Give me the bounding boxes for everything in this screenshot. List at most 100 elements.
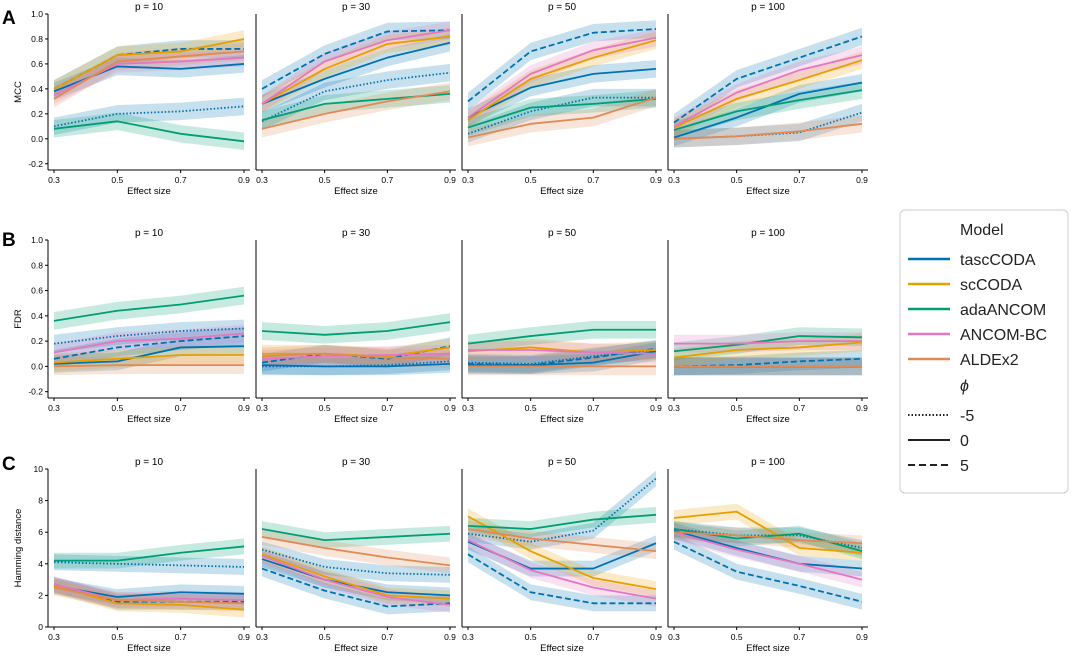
chart-rows: p = 10 0.3 0.5 0.7 0.9 Effect size -0.2 0.0 0.2 0…: [13, 2, 868, 654]
legend-phi-title: ϕ: [960, 378, 969, 395]
row-a-panel-2-line-tasccoda-phi-0: [261, 41, 451, 105]
row-a-panel-1: p = 10 0.3 0.5 0.7 0.9 Effect size -0.2 0.0 0.2 0…: [13, 2, 250, 197]
legend-label-aldex2: ALDEx2: [960, 352, 1019, 369]
row-c-panel-2-line-aldex2-phi-0: [261, 536, 451, 567]
row-c-panel-4-xtick-label-1: 0.3: [668, 632, 680, 642]
row-a-panel-1-line-tasccoda-phi-5: [53, 105, 245, 128]
row-a-panel-1-xtick-label-1: 0.3: [48, 175, 60, 185]
row-c-panel-3-xtick-label-1: 0.3: [462, 632, 474, 642]
row-c-panel-2-line-tasccoda-phi-5: [261, 548, 451, 576]
row-c-panel-3-band-sccoda-phi-0: [468, 508, 656, 597]
row-b-panel-3-band-adaancom-phi-0: [468, 320, 656, 353]
row-a-panel-1-ytick-label-3: 0.2: [31, 109, 43, 119]
row-a-panel-2-line-aldex2-phi-0: [261, 90, 451, 130]
row-a-panel-1-title: p = 10: [135, 2, 164, 13]
row-b-panel-1-line-tasccoda-phi-5: [53, 335, 245, 360]
row-label-a: A: [2, 8, 16, 29]
row-c-panel-1-line-ancom-bc-phi-0: [53, 583, 245, 602]
row-b-panel-1-ytick-label-4: 0.4: [31, 311, 43, 321]
row-b-panel-4: p = 100 0.3 0.5 0.7 0.9 Effect size: [667, 228, 868, 425]
row-a-panel-4-xtick-label-3: 0.7: [793, 175, 805, 185]
row-a-panel-3-xtick-label-3: 0.7: [587, 175, 599, 185]
row-c-panel-1-xtick-label-3: 0.7: [175, 632, 187, 642]
row-a-panel-4-line-tasccoda-phi-5: [673, 111, 863, 140]
row-b-panel-1-xlabel: Effect size: [127, 414, 171, 425]
row-c-panel-1-xlabel: Effect size: [127, 643, 171, 654]
row-b-panel-2-xtick-label-1: 0.3: [256, 403, 268, 413]
row-b-panel-2-line-tasccoda-phi-0: [261, 362, 451, 368]
row-a-panel-4: p = 100 0.3 0.5 0.7 0.9 Effect size: [667, 2, 868, 197]
row-b-panel-1-line-sccoda-phi-0: [53, 354, 244, 364]
row-c-panel-4-line-sccoda-phi-0: [673, 510, 863, 554]
row-b-panel-4-xtick-label-4: 0.9: [856, 403, 868, 413]
row-c-panel-1-band-sccoda-phi-0: [54, 578, 244, 618]
row-b-panel-1-line-adaancom-phi-0: [53, 294, 245, 322]
row-a-panel-2-line-sccoda-phi-0: [261, 35, 451, 105]
row-a-panel-3-xlabel: Effect size: [540, 186, 584, 197]
row-a-panel-1-line-aldex2-phi-0: [53, 50, 245, 100]
row-b-panel-1-xtick-label-3: 0.7: [175, 403, 187, 413]
row-b-panel-3-title: p = 50: [548, 228, 577, 239]
row-b-panel-1-ytick-label-1: -0.2: [28, 387, 43, 397]
row-c-panel-3-line-tasccoda-phi-5: [467, 553, 656, 605]
legend-label-sccoda: scCODA: [960, 277, 1023, 294]
row-a-panel-1-ytick-label-4: 0.4: [31, 84, 43, 94]
row-a-panel-3-line-tasccoda-phi-0: [467, 68, 657, 119]
row-a-panel-2-xtick-label-4: 0.9: [444, 175, 456, 185]
row-b-ylabel: FDR: [13, 309, 24, 329]
row-a-panel-4-line-tasccoda-phi-5: [673, 35, 863, 124]
legend-label-adaancom: adaANCOM: [960, 302, 1046, 319]
row-c-panel-1-xtick-label-1: 0.3: [48, 632, 60, 642]
row-c-panel-3-xtick-label-3: 0.7: [587, 632, 599, 642]
row-c-panel-3-band-ancom-bc-phi-0: [468, 532, 656, 607]
row-b-panel-1-line-tasccoda-phi-5: [53, 327, 245, 345]
row-a-panel-1-band-tasccoda-phi-0: [54, 55, 244, 101]
row-c-panel-2-line-adaancom-phi-0: [261, 528, 451, 541]
row-a-panel-1-xtick-label-3: 0.7: [175, 175, 187, 185]
row-c-panel-3-line-adaancom-phi-0: [467, 513, 657, 530]
row-a-panel-4-band-adaancom-phi-0: [674, 81, 862, 139]
row-a-panel-3-band-tasccoda-phi-0: [468, 60, 656, 127]
row-c-panel-1-ytick-label-2: 2: [38, 590, 43, 600]
row-c-panel-2-band-tasccoda-phi-5: [262, 541, 450, 583]
row-a-panel-1-xtick-label-2: 0.5: [111, 175, 123, 185]
row-b-panel-4-xtick-label-1: 0.3: [668, 403, 680, 413]
row-a-panel-4-xlabel: Effect size: [746, 186, 790, 197]
legend-label-phi-minus5: -5: [960, 408, 974, 425]
row-a-panel-3-line-ancom-bc-phi-0: [467, 36, 657, 119]
row-b-panel-1-ytick-label-5: 0.6: [31, 286, 43, 296]
row-c-panel-4-line-ancom-bc-phi-0: [673, 531, 863, 581]
row-c-panel-2-xlabel: Effect size: [334, 643, 378, 654]
row-a-panel-3: p = 50 0.3 0.5 0.7 0.9 Effect size: [461, 2, 662, 197]
row-b-panel-1-xtick-label-4: 0.9: [238, 403, 250, 413]
row-c-panel-3-xtick-label-4: 0.9: [650, 632, 662, 642]
legend-label-phi-5: 5: [960, 458, 969, 475]
row-c-panel-1-band-ancom-bc-phi-0: [54, 576, 244, 609]
row-c-panel-2-line-sccoda-phi-0: [261, 553, 451, 600]
row-c-panel-4-band-adaancom-phi-0: [674, 521, 862, 560]
row-a-panel-1-band-adaancom-phi-0: [54, 112, 244, 151]
row-a-panel-4-band-sccoda-phi-0: [674, 51, 862, 137]
row-b-panel-1-line-tasccoda-phi-0: [53, 345, 245, 365]
row-c-panel-1-ytick-label-1: 0: [38, 622, 43, 632]
row-a-panel-3-band-adaancom-phi-0: [468, 90, 656, 137]
row-a-panel-1-ytick-label-7: 1.0: [31, 9, 43, 19]
row-c-panel-2-band-tasccoda-phi-0: [262, 551, 450, 604]
row-c-panel-1-ytick-label-6: 10: [34, 464, 44, 474]
row-a-panel-3-line-tasccoda-phi-5: [467, 96, 656, 135]
row-b-panel-4-line-adaancom-phi-0: [673, 335, 863, 353]
row-a-panel-4-band-aldex2-phi-0: [674, 115, 862, 148]
row-b-panel-3: p = 50 0.3 0.5 0.7 0.9 Effect size: [461, 228, 662, 425]
row-c-panel-4-band-sccoda-phi-0: [674, 503, 862, 561]
row-b-panel-2-band-tasccoda-phi-0: [262, 355, 450, 376]
row-b-panel-2: p = 30 0.3 0.5 0.7 0.9 Effect size: [255, 228, 456, 425]
row-b-panel-4-xtick-label-2: 0.5: [731, 403, 743, 413]
row-a-panel-4-xtick-label-1: 0.3: [668, 175, 680, 185]
row-b-panel-2-xtick-label-3: 0.7: [381, 403, 393, 413]
row-b-panel-3-xlabel: Effect size: [540, 414, 584, 425]
row-c-panel-2-xtick-label-1: 0.3: [256, 632, 268, 642]
row-c-panel-1: p = 10 0.3 0.5 0.7 0.9 Effect size 0 2 4 6 8 10 Hamm…: [13, 457, 250, 654]
row-a-panel-4-line-ancom-bc-phi-0: [673, 54, 863, 128]
row-a-panel-1-band-tasccoda-phi-5: [54, 97, 244, 136]
row-c-panel-2-band-tasccoda-phi-5: [262, 560, 450, 615]
